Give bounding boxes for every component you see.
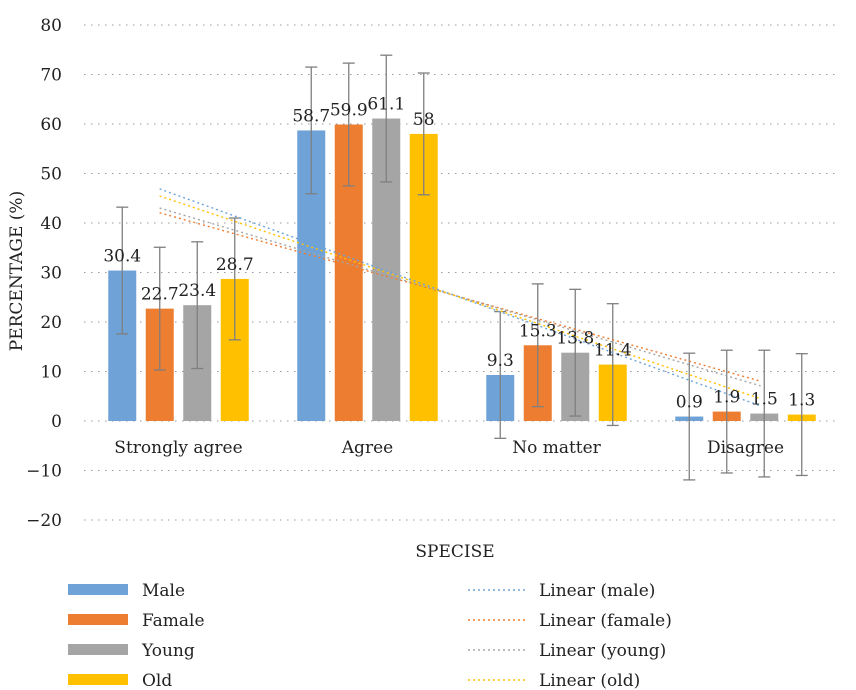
y-tick-label: −20 xyxy=(26,511,62,531)
data-label: 28.7 xyxy=(216,255,254,275)
trendline xyxy=(159,207,761,387)
legend-label: Old xyxy=(142,671,172,690)
y-tick-label: 30 xyxy=(40,264,62,284)
data-label: 58.7 xyxy=(292,106,330,126)
y-tick-label: 0 xyxy=(51,412,62,432)
y-tick-label: 70 xyxy=(40,66,62,86)
legend-swatch xyxy=(68,674,128,685)
data-label: 9.3 xyxy=(487,351,514,371)
x-axis-title: SPECISE xyxy=(415,542,494,562)
y-tick-label: 80 xyxy=(40,16,62,36)
trendline xyxy=(159,212,761,382)
y-tick-label: 60 xyxy=(40,115,62,135)
category-labels: Strongly agree Agree No matter Disagree xyxy=(114,438,784,458)
legend-swatch xyxy=(68,644,128,655)
y-tick-label: 40 xyxy=(40,214,62,234)
data-label: 58 xyxy=(413,110,435,130)
y-tick-label: −10 xyxy=(26,462,62,482)
data-label: 1.3 xyxy=(788,391,815,411)
legend-trend-label: Linear (old) xyxy=(539,671,640,690)
y-axis-title: PERCENTAGE (%) xyxy=(7,191,27,351)
data-labels: 30.422.7 23.428.7 58.7 59.9 61.1 58 9.315.3 13.… xyxy=(103,95,815,413)
category-label: Agree xyxy=(341,438,393,458)
legend-label: Young xyxy=(141,641,195,661)
data-label: 1.5 xyxy=(751,390,778,410)
trendline xyxy=(159,195,761,400)
error-bars xyxy=(116,54,808,481)
bars xyxy=(108,118,816,422)
legend-swatch xyxy=(68,614,128,625)
legend: Male Famale Young Old Linear (male) Linear (f… xyxy=(68,581,672,690)
legend-label: Male xyxy=(142,581,185,601)
trendline xyxy=(159,188,761,407)
legend-trend-label: Linear (young) xyxy=(539,641,666,661)
data-label: 13.8 xyxy=(556,329,594,349)
y-axis-ticks: −20 −10 0 10 20 30 40 50 60 70 80 xyxy=(26,16,62,531)
legend-trend-label: Linear (famale) xyxy=(539,611,672,631)
category-label: No matter xyxy=(512,438,601,458)
trendlines xyxy=(159,188,761,407)
y-tick-label: 20 xyxy=(40,313,62,333)
category-label: Strongly agree xyxy=(114,438,242,458)
legend-trend-label: Linear (male) xyxy=(539,581,655,601)
data-label: 59.9 xyxy=(330,100,368,120)
legend-label: Famale xyxy=(142,611,205,631)
data-label: 30.4 xyxy=(103,247,141,267)
data-label: 1.9 xyxy=(713,388,740,408)
data-label: 61.1 xyxy=(367,95,405,115)
data-label: 15.3 xyxy=(519,321,557,341)
y-tick-label: 50 xyxy=(40,165,62,185)
data-label: 11.4 xyxy=(594,341,632,361)
data-label: 23.4 xyxy=(178,281,216,301)
data-label: 0.9 xyxy=(676,393,703,413)
y-tick-label: 10 xyxy=(40,363,62,383)
category-label: Disagree xyxy=(707,438,784,458)
legend-swatch xyxy=(68,584,128,595)
data-label: 22.7 xyxy=(141,285,179,305)
